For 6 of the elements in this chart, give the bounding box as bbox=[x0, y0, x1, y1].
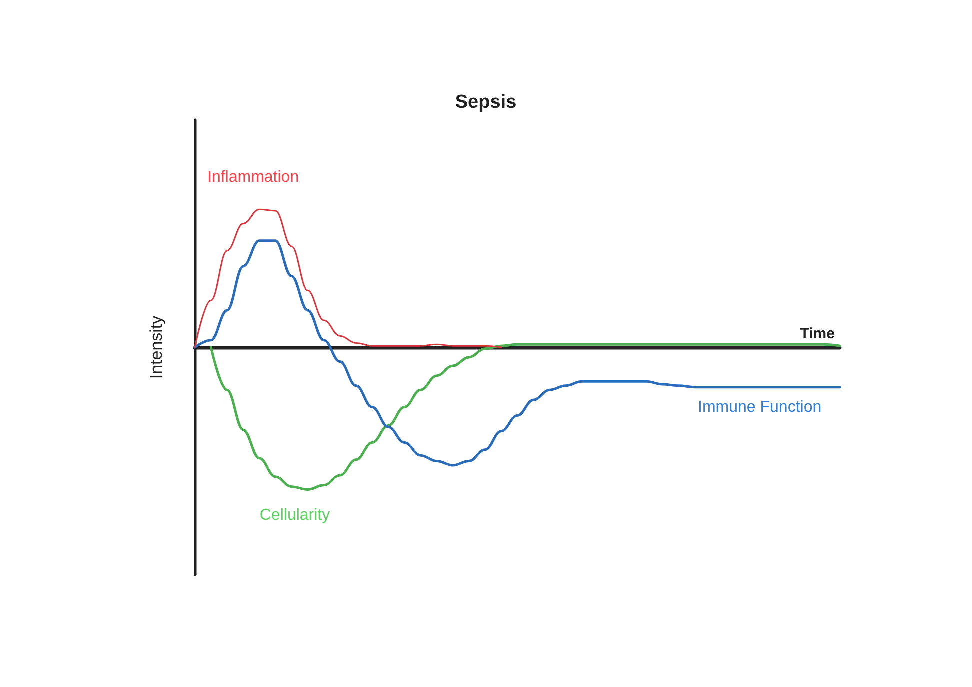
x-axis-title: Time bbox=[800, 326, 835, 342]
text: Inflammation bbox=[208, 169, 300, 186]
series-label: Cellularity bbox=[260, 507, 330, 524]
chart-title: Sepsis bbox=[455, 92, 517, 113]
y-axis-title: Intensity bbox=[147, 315, 166, 380]
series-label: Immune Function bbox=[698, 398, 822, 416]
